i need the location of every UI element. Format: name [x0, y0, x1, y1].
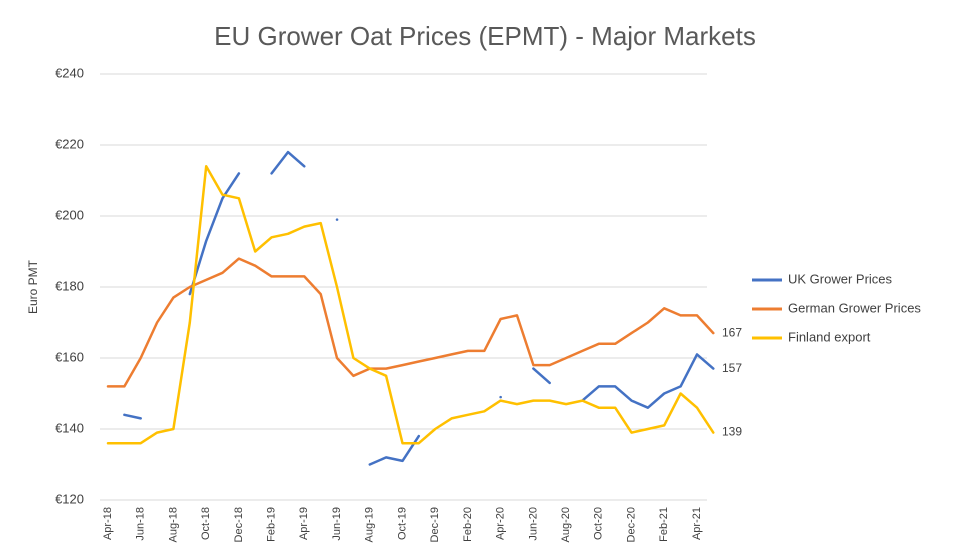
series-line: [106, 257, 715, 388]
x-tick-label: Oct-18: [200, 507, 212, 540]
x-tick-label: Feb-19: [266, 507, 278, 542]
y-tick-label: €180: [55, 278, 84, 293]
x-tick-label: Jun-20: [527, 507, 539, 541]
y-axis-label: Euro PMT: [26, 259, 40, 314]
x-tick-label: Jun-19: [331, 507, 343, 541]
y-tick-label: €200: [55, 207, 84, 222]
y-tick-label: €240: [55, 65, 84, 80]
x-tick-label: Apr-21: [691, 507, 703, 540]
x-tick-label: Jun-18: [135, 507, 147, 541]
x-tick-label: Aug-18: [167, 507, 179, 542]
y-tick-label: €120: [55, 491, 84, 506]
end-label: 139: [722, 425, 742, 439]
x-tick-label: Oct-20: [593, 507, 605, 540]
x-tick-label: Dec-20: [625, 507, 637, 542]
series-line: [106, 165, 715, 445]
x-tick-label: Oct-19: [396, 507, 408, 540]
x-tick-label: Dec-19: [429, 507, 441, 542]
y-tick-label: €140: [55, 420, 84, 435]
x-tick-label: Aug-20: [560, 507, 572, 542]
end-label: 167: [722, 325, 742, 339]
x-tick-label: Apr-18: [102, 507, 114, 540]
x-tick-label: Apr-20: [495, 507, 507, 540]
legend-label: UK Grower Prices: [788, 271, 893, 286]
x-tick-label: Aug-19: [364, 507, 376, 542]
legend-label: Finland export: [788, 329, 871, 344]
x-tick-label: Apr-19: [298, 507, 310, 540]
x-tick-label: Feb-21: [658, 507, 670, 542]
x-tick-label: Dec-18: [233, 507, 245, 542]
y-tick-label: €220: [55, 136, 84, 151]
y-tick-label: €160: [55, 349, 84, 364]
series-line: [123, 150, 715, 466]
chart-title: EU Grower Oat Prices (EPMT) - Major Mark…: [214, 21, 756, 51]
end-label: 157: [722, 361, 742, 375]
legend-label: German Grower Prices: [788, 300, 921, 315]
x-tick-label: Feb-20: [462, 507, 474, 542]
